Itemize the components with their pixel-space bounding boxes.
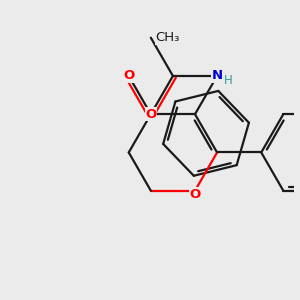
Text: O: O xyxy=(123,70,134,83)
Text: CH₃: CH₃ xyxy=(156,31,180,44)
Text: O: O xyxy=(189,188,201,201)
Text: H: H xyxy=(224,74,233,87)
Text: O: O xyxy=(145,108,157,121)
Text: N: N xyxy=(212,70,223,83)
